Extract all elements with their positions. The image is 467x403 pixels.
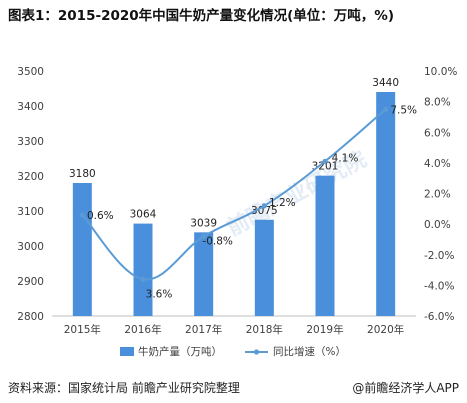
bar	[376, 92, 396, 316]
bar-value-label: 3201	[312, 161, 339, 173]
line-value-label: 1.2%	[269, 197, 296, 209]
bar-value-label: 3440	[372, 77, 399, 89]
line-point	[140, 276, 146, 282]
left-axis-tick-label: 3100	[17, 206, 44, 218]
right-axis-tick-label: 10.0%	[424, 66, 457, 78]
right-axis-tick-label: 6.0%	[424, 127, 451, 139]
right-axis-tick-label: 8.0%	[424, 97, 451, 109]
growth-line	[81, 108, 387, 281]
bar	[194, 232, 214, 316]
legend-line-label: 同比增速（%）	[273, 345, 346, 358]
source-note: 资料来源：国家统计局 前瞻产业研究院整理	[8, 381, 240, 395]
right-axis-tick-label: 4.0%	[424, 158, 451, 170]
left-axis-tick-label: 3000	[17, 241, 44, 253]
legend-line-marker	[253, 349, 260, 355]
x-axis-tick-label: 2019年	[306, 323, 343, 336]
line-value-label: -0.8%	[202, 235, 232, 247]
bar-value-label: 3039	[190, 217, 217, 229]
chart-title: 图表1：2015-2020年中国牛奶产量变化情况(单位：万吨，%)	[8, 8, 395, 24]
line-point	[261, 203, 267, 209]
x-axis-tick-label: 2018年	[246, 323, 283, 336]
line-value-label: 3.6%	[146, 288, 173, 300]
legend-bar-swatch	[120, 347, 134, 356]
left-axis-tick-label: 2800	[17, 311, 44, 323]
line-value-label: 0.6%	[87, 210, 114, 222]
line-value-label: 7.5%	[390, 104, 417, 116]
right-axis-tick-label: 0.0%	[424, 219, 451, 231]
bar	[72, 183, 92, 316]
bar-value-label: 3064	[130, 209, 157, 221]
left-axis-tick-label: 2900	[17, 276, 44, 288]
left-axis-tick-label: 3500	[17, 66, 44, 78]
bar-value-label: 3180	[69, 168, 96, 180]
right-axis-tick-label: -6.0%	[424, 311, 454, 323]
legend-bar-label: 牛奶产量（万吨）	[138, 345, 222, 358]
line-point	[322, 158, 328, 164]
left-axis-tick-label: 3300	[17, 136, 44, 148]
left-axis-tick-label: 3200	[17, 171, 44, 183]
x-axis-tick-label: 2015年	[64, 323, 101, 336]
x-axis-tick-label: 2020年	[367, 323, 404, 336]
x-axis-tick-label: 2016年	[124, 323, 161, 336]
credit-note: @前瞻经济学人APP	[352, 381, 459, 395]
line-point	[201, 233, 207, 239]
line-value-label: 4.1%	[332, 152, 359, 164]
bar	[133, 223, 153, 316]
line-point	[79, 212, 85, 218]
bar-value-label: 3075	[251, 205, 278, 217]
line-point	[383, 106, 389, 112]
right-axis-tick-label: -2.0%	[424, 250, 454, 262]
right-axis-tick-label: 2.0%	[424, 189, 451, 201]
x-axis-tick-label: 2017年	[185, 323, 222, 336]
left-axis-tick-label: 3400	[17, 101, 44, 113]
right-axis-tick-label: -4.0%	[424, 280, 454, 292]
bar	[254, 219, 274, 316]
bar	[315, 175, 335, 316]
